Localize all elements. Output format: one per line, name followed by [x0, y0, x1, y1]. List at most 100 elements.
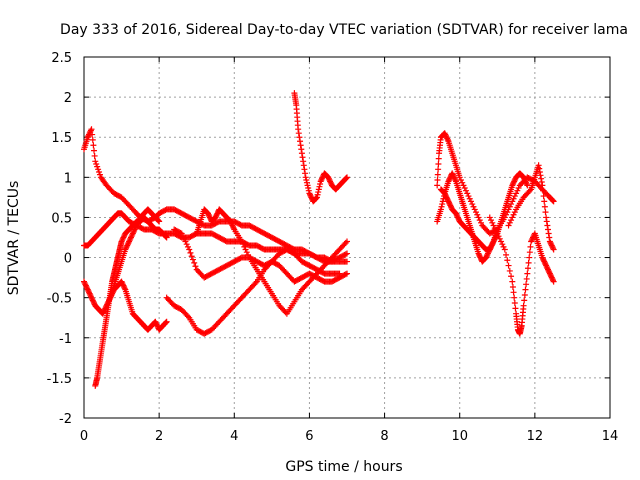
series-sat-e	[107, 206, 163, 301]
data-point	[466, 195, 473, 202]
data-point	[87, 291, 94, 298]
data-point	[301, 166, 308, 173]
series-sat-k	[434, 130, 557, 237]
data-point	[454, 213, 461, 220]
data-point	[524, 270, 531, 277]
data-point	[134, 221, 141, 228]
data-point	[86, 289, 93, 296]
data-point	[526, 187, 533, 194]
data-point	[515, 185, 522, 192]
data-point	[475, 214, 482, 221]
data-point	[318, 177, 325, 184]
data-point	[511, 209, 518, 216]
data-point	[191, 259, 198, 266]
data-point	[550, 246, 557, 253]
data-point	[187, 249, 194, 256]
data-point	[498, 238, 505, 245]
y-tick-label: 0.5	[51, 211, 72, 226]
data-point	[127, 235, 134, 242]
data-point	[521, 297, 528, 304]
data-point	[84, 286, 91, 293]
data-point	[163, 233, 170, 240]
data-point	[509, 182, 516, 189]
data-point	[547, 271, 554, 278]
data-point	[88, 126, 95, 133]
data-point	[539, 254, 546, 261]
data-point	[135, 218, 142, 225]
data-point	[478, 219, 485, 226]
data-point	[450, 172, 457, 179]
data-point	[488, 243, 495, 250]
data-point	[182, 238, 189, 245]
data-point	[526, 249, 533, 256]
data-point	[449, 170, 456, 177]
data-point	[87, 293, 94, 300]
data-point	[312, 195, 319, 202]
data-point	[457, 177, 464, 184]
data-point	[298, 150, 305, 157]
data-point	[342, 271, 349, 278]
data-point	[543, 263, 550, 270]
y-tick-label: -1.5	[47, 372, 72, 387]
data-point	[184, 313, 191, 320]
y-tick-label: 2	[64, 91, 72, 106]
data-point	[488, 242, 495, 249]
data-point	[476, 217, 483, 224]
data-point	[493, 227, 500, 234]
data-point	[447, 202, 454, 209]
data-point	[92, 158, 99, 165]
data-point	[344, 258, 350, 265]
data-point	[90, 298, 97, 305]
series-sat-g	[171, 226, 343, 281]
x-tick-label: 12	[527, 429, 544, 444]
data-point	[510, 289, 517, 296]
data-point	[89, 296, 96, 303]
data-point	[506, 219, 513, 226]
y-tick-label: -1	[59, 332, 72, 347]
data-point	[456, 174, 463, 181]
data-point	[183, 241, 190, 248]
data-point	[325, 175, 332, 182]
data-point	[315, 186, 322, 193]
data-point	[305, 185, 312, 192]
data-point	[442, 132, 449, 139]
x-tick-label: 2	[155, 429, 163, 444]
data-point	[508, 217, 515, 224]
data-point	[206, 213, 213, 220]
x-tick-label: 6	[305, 429, 313, 444]
series-sat-j	[291, 90, 350, 205]
data-point	[205, 211, 212, 218]
data-point	[122, 246, 129, 253]
series-sat-h	[193, 206, 350, 317]
data-point	[511, 193, 518, 200]
data-point	[299, 154, 306, 161]
data-point	[123, 243, 130, 250]
data-point	[252, 279, 259, 286]
data-point	[243, 249, 250, 256]
data-point	[305, 187, 312, 194]
data-point	[128, 233, 135, 240]
y-axis-label: SDTVAR / TECUs	[6, 181, 22, 296]
data-point	[241, 243, 248, 250]
data-point	[496, 235, 503, 242]
data-point	[152, 318, 159, 325]
data-point	[511, 178, 518, 185]
data-point	[494, 230, 501, 237]
data-point	[442, 191, 449, 198]
data-point	[472, 209, 479, 216]
data-point	[132, 225, 139, 232]
data-point	[204, 210, 211, 217]
data-point	[119, 237, 126, 244]
data-point	[84, 285, 91, 292]
series-sat-i	[238, 258, 350, 301]
data-point	[214, 210, 221, 217]
data-point	[435, 166, 442, 173]
data-point	[317, 181, 324, 188]
data-point	[238, 238, 245, 245]
data-point	[342, 239, 349, 246]
data-point	[304, 182, 311, 189]
data-point	[505, 262, 512, 269]
data-point	[228, 219, 235, 226]
data-point	[550, 198, 557, 205]
data-point	[85, 132, 92, 139]
